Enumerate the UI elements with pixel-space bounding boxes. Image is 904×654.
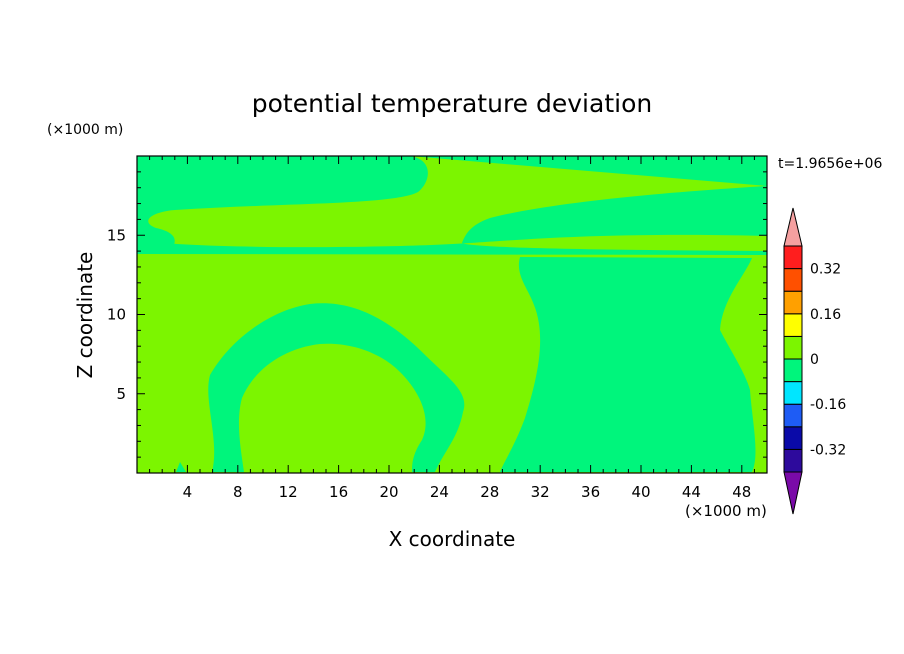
colorbar-segment bbox=[783, 245, 803, 270]
x-tick-label: 8 bbox=[233, 483, 243, 501]
colorbar-segment bbox=[783, 426, 803, 450]
x-tick-label: 36 bbox=[581, 483, 600, 501]
colorbar-tick-label: 0.32 bbox=[810, 262, 841, 278]
negative-region-upper-band bbox=[137, 156, 428, 250]
x-tick-label: 12 bbox=[279, 483, 298, 501]
negative-region-upper-band-right bbox=[137, 156, 767, 255]
x-tick-label: 32 bbox=[531, 483, 550, 501]
y-tick-label: 15 bbox=[107, 226, 126, 244]
x-axis-label: X coordinate bbox=[389, 527, 516, 551]
y-unit-label: (×1000 m) bbox=[47, 122, 123, 138]
x-axis: 4 8 12 16 20 24 28 32 36 40 44 48 bbox=[149, 156, 755, 501]
colorbar-tick-label: 0 bbox=[810, 352, 819, 368]
colorbar-segment bbox=[783, 268, 803, 292]
colorbar-ticks: 0.32 0.16 0 -0.16 -0.32 bbox=[810, 262, 846, 459]
colorbar-tick-label: 0.16 bbox=[810, 307, 841, 323]
colorbar-segment bbox=[783, 403, 803, 428]
colorbar-segment bbox=[783, 335, 803, 360]
x-tick-label: 44 bbox=[682, 483, 701, 501]
y-axis: 5 10 15 bbox=[107, 171, 767, 458]
time-label: t=1.9656e+06 bbox=[778, 156, 882, 172]
x-tick-label: 40 bbox=[631, 483, 650, 501]
colorbar-over-triangle bbox=[783, 207, 803, 247]
plot-area bbox=[137, 156, 767, 473]
negative-region-bottom-blip-1 bbox=[176, 462, 186, 472]
colorbar-segment bbox=[783, 290, 803, 315]
negative-region-left-edge bbox=[137, 156, 145, 182]
colorbar-segment bbox=[783, 381, 803, 405]
colorbar-segment bbox=[783, 313, 803, 337]
colorbar-segment bbox=[783, 448, 803, 473]
x-tick-label: 28 bbox=[480, 483, 499, 501]
colorbar-tick-label: -0.16 bbox=[810, 397, 846, 413]
negative-region-right-column bbox=[500, 257, 756, 472]
colorbar-segment bbox=[783, 358, 803, 383]
chart-title: potential temperature deviation bbox=[252, 89, 652, 118]
positive-region-inside-arch bbox=[238, 343, 426, 472]
x-tick-label: 24 bbox=[430, 483, 449, 501]
colorbar-under-triangle bbox=[783, 471, 803, 515]
colorbar bbox=[783, 207, 803, 515]
x-tick-label: 16 bbox=[329, 483, 348, 501]
colorbar-tick-label: -0.32 bbox=[810, 442, 846, 458]
x-tick-label: 48 bbox=[732, 483, 751, 501]
negative-region-bottom-blip-2 bbox=[700, 457, 726, 472]
y-tick-label: 10 bbox=[107, 306, 126, 324]
y-tick-label: 5 bbox=[116, 385, 126, 403]
x-tick-label: 4 bbox=[183, 483, 193, 501]
x-unit-label: (×1000 m) bbox=[685, 502, 767, 520]
x-tick-label: 20 bbox=[379, 483, 398, 501]
y-axis-label: Z coordinate bbox=[73, 252, 97, 379]
